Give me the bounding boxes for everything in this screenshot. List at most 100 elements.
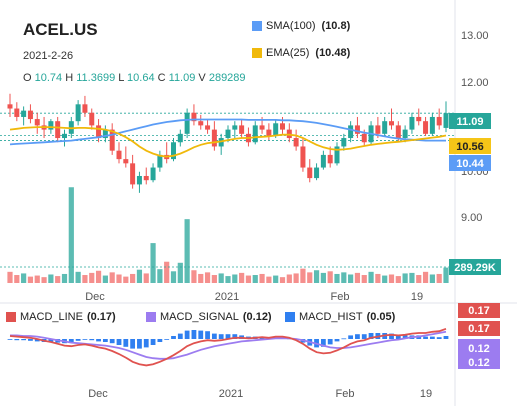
time-label-bottom: 2021 (219, 388, 243, 400)
candle-body (205, 125, 211, 130)
macd-hist-bar (7, 339, 13, 340)
time-label-bottom: Dec (88, 388, 108, 400)
volume-bar (382, 275, 388, 283)
sma-price-badge-text: 10.44 (456, 158, 484, 170)
candle-body (354, 125, 360, 134)
macd-hist-bar (341, 338, 347, 340)
volume-bar (191, 270, 197, 283)
volume-bar (429, 274, 435, 283)
macd-hist-bar (21, 339, 27, 341)
macd-hist-bar (402, 335, 408, 339)
volume-bar (61, 273, 68, 283)
candle-body (225, 129, 231, 139)
volume-bar (48, 274, 54, 283)
volume-bar (123, 276, 129, 283)
candle-body (252, 125, 258, 143)
candle-body (143, 175, 149, 181)
legend-macd-hist[interactable]: MACD_HIST (0.05) (285, 311, 395, 323)
volume-bar (109, 272, 115, 283)
volume-bar (68, 187, 74, 283)
volume-bar (232, 274, 238, 283)
macd-signal-swatch (146, 312, 156, 322)
volume-bar (273, 275, 279, 283)
close-price-badge (449, 113, 491, 129)
macd-badge-text: 0.12 (468, 343, 489, 355)
volume-bar (416, 275, 422, 283)
volume-bar (14, 275, 20, 283)
volume-bar (388, 274, 395, 283)
candle-body (75, 104, 81, 122)
volume-bar (286, 274, 292, 283)
macd-hist-bar (191, 330, 197, 339)
volume-bar (266, 276, 272, 283)
volume-bar (395, 276, 401, 283)
macd-hist-bar (137, 339, 142, 349)
volume-bar (184, 219, 190, 283)
macd-hist-bar (96, 339, 101, 342)
candle-body (7, 104, 13, 109)
macd-hist-bar (443, 336, 449, 339)
volume-bar (157, 269, 163, 283)
volume-bar (348, 274, 354, 283)
legend-sma[interactable]: SMA(100) (10.8) (252, 20, 350, 32)
macd-hist-swatch (285, 312, 295, 322)
macd-hist-bar (130, 339, 136, 349)
candle-body (150, 167, 156, 181)
macd-line-value: (0.17) (86, 311, 116, 323)
macd-signal-line (10, 330, 447, 360)
volume-bar (361, 275, 367, 283)
candle-body (395, 125, 401, 139)
candle-body (239, 125, 245, 134)
macd-badge-text: 0.17 (468, 323, 489, 335)
candle-body (443, 113, 449, 128)
volume-bar (368, 271, 374, 283)
sma-label: SMA(100) (266, 20, 316, 32)
high-value: 11.3699 (76, 72, 116, 84)
price-tick: 13.00 (461, 30, 489, 42)
volume-bar (102, 275, 108, 283)
volume-bar (443, 267, 449, 283)
sma-swatch (252, 21, 262, 31)
volume-bar (218, 273, 224, 283)
macd-hist-bar (218, 334, 224, 339)
volume-bar (327, 271, 333, 283)
volume-bar (170, 271, 177, 283)
candle-body (402, 129, 408, 139)
candle-body (62, 133, 67, 139)
sma100-line (9, 118, 446, 146)
close-price-badge-text: 11.09 (457, 116, 484, 128)
volume-bar (409, 272, 415, 283)
close-label: C (157, 72, 166, 84)
volume-bar (143, 273, 149, 283)
candle-body (21, 110, 27, 117)
volume-label: V (198, 72, 206, 84)
macd-hist-bar (423, 336, 428, 339)
macd-hist-bar (164, 339, 170, 340)
volume-bar (422, 271, 429, 283)
legend-macd-signal[interactable]: MACD_SIGNAL (0.12) (146, 311, 272, 323)
macd-hist-bar (109, 339, 115, 344)
symbol-title: ACEL.US (23, 20, 98, 39)
candle-body (429, 116, 435, 134)
volume-bar (225, 276, 231, 283)
legend-macd-line[interactable]: MACD_LINE (0.17) (6, 311, 116, 323)
volume-bar (375, 273, 381, 283)
candle-body (177, 133, 183, 143)
ema25-line (9, 126, 447, 158)
candle-body (273, 123, 279, 136)
candle-body (307, 167, 313, 179)
candle-body (102, 129, 108, 139)
volume-bar (55, 276, 61, 283)
volume-bar (300, 268, 306, 283)
candle-body (55, 121, 61, 139)
candle-body (423, 121, 429, 134)
volume-bar (130, 273, 136, 283)
candle-body (48, 121, 54, 130)
low-value: 10.64 (127, 72, 155, 84)
candle-body (82, 104, 88, 113)
volume-bar (82, 275, 88, 283)
candle-body (375, 125, 381, 134)
legend-ema[interactable]: EMA(25) (10.48) (252, 47, 350, 59)
